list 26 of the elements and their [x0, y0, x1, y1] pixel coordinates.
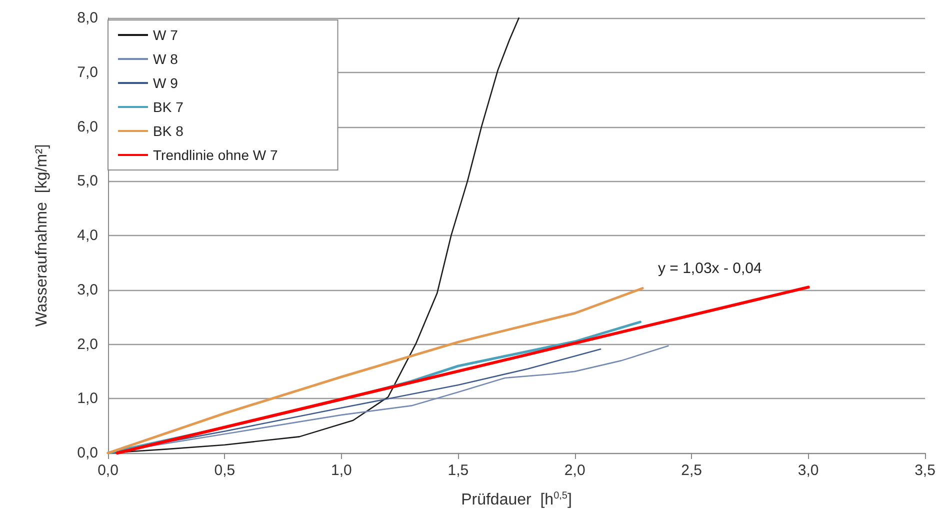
- legend-label: W 7: [153, 27, 178, 43]
- y-tick-label: 2,0: [77, 336, 98, 353]
- y-tick-label: 7,0: [77, 64, 98, 81]
- y-tick-label: 1,0: [77, 390, 98, 408]
- y-tick-label: 3,0: [77, 281, 98, 298]
- line-series: [106, 286, 644, 454]
- y-axis-title: Wasseraufnahme [kg/m²]: [34, 144, 50, 327]
- x-tick-label: 1,0: [331, 462, 352, 479]
- x-tick-label: 2,0: [564, 462, 586, 479]
- y-tick-label: 0,0: [77, 444, 98, 462]
- y-tick-label: 5,0: [77, 172, 98, 190]
- y-tick-label: 8,0: [77, 10, 98, 26]
- legend-label: BK 8: [153, 123, 184, 139]
- legend-label: W 9: [153, 75, 178, 91]
- legend-label: Trendlinie ohne W 7: [153, 147, 278, 163]
- x-tick-label: 2,5: [681, 462, 702, 479]
- legend-label: W 8: [153, 51, 178, 67]
- legend-label: BK 7: [153, 99, 184, 115]
- x-tick-label: 0,0: [98, 462, 118, 479]
- x-tick-label: 0,5: [214, 462, 236, 479]
- x-tick-label: 1,5: [448, 462, 469, 479]
- x-tick-label: 3,5: [914, 462, 936, 479]
- y-tick-label: 6,0: [77, 118, 98, 136]
- annotation: y = 1,03x - 0,04: [658, 260, 762, 277]
- y-tick-label: 4,0: [77, 227, 98, 244]
- x-tick-label: 3,0: [798, 462, 819, 479]
